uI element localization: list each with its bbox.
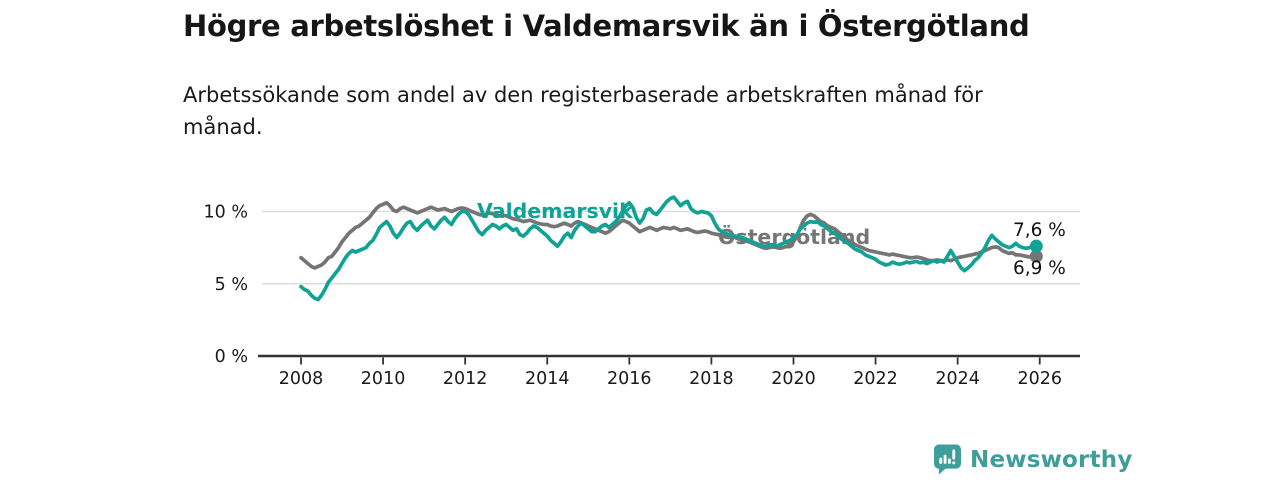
y-tick-label-10: 10 % [204,203,248,223]
newsworthy-logo-text: Newsworthy [970,446,1133,473]
x-tick-label-2022: 2022 [853,369,898,389]
x-tick-label-2024: 2024 [935,369,980,389]
series-end-dot-ostergotland [1029,249,1043,263]
series-end-dot-valdemarsvik [1029,239,1043,253]
y-tick-label-5: 5 % [215,275,248,295]
x-tick-label-2016: 2016 [607,369,652,389]
series-end-label-ostergotland: 6,9 % [1013,258,1066,279]
series-end-label-valdemarsvik: 7,6 % [1013,220,1066,241]
chart-title: Högre arbetslöshet i Valdemarsvik än i Ö… [183,9,1030,43]
logo-bar-1 [939,457,943,464]
logo-exclamation-bar [952,449,956,460]
logo-bar-2 [943,454,947,464]
x-tick-label-2010: 2010 [361,369,406,389]
y-tick-label-0: 0 % [215,347,248,367]
x-tick-label-2020: 2020 [771,369,816,389]
x-tick-label-2014: 2014 [525,369,570,389]
series-line-valdemarsvik [299,195,1039,302]
series-line-ostergotland [299,200,1039,270]
logo-bubble-shape [934,444,961,475]
series-label-valdemarsvik: Valdemarsvik [477,199,634,223]
newsworthy-logo-icon [934,444,961,475]
newsworthy-logo: Newsworthy [934,444,1133,475]
x-tick-label-2008: 2008 [279,369,324,389]
x-tick-label-2012: 2012 [443,369,488,389]
chart-subtitle: Arbetssökande som andel av den registerb… [183,83,983,139]
x-tick-label-2018: 2018 [689,369,734,389]
x-tick-label-2026: 2026 [1017,369,1062,389]
logo-exclamation-dot [952,461,956,465]
logo-bar-3 [947,458,951,464]
